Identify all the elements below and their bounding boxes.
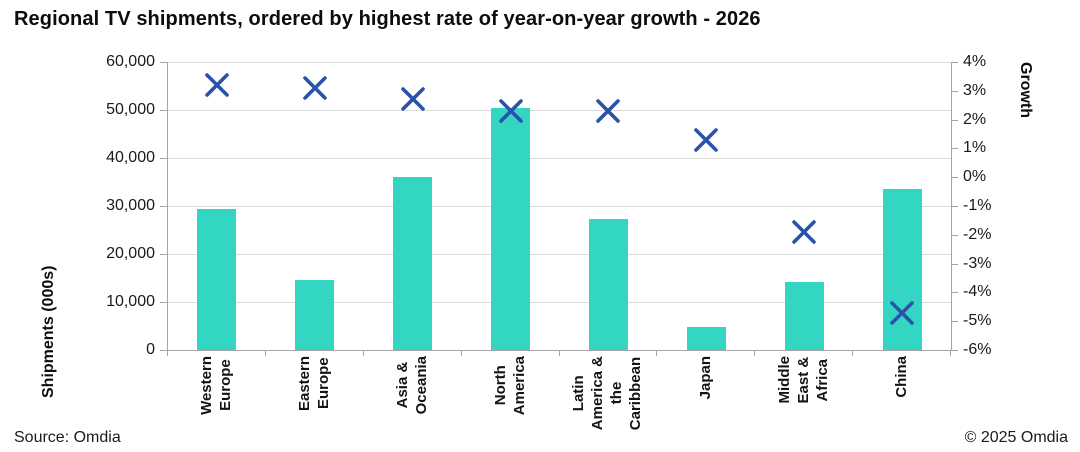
growth-marker-north-america [497,98,525,129]
plot-area [167,62,952,351]
right-axis-tick [951,321,958,323]
growth-marker-latin-america-the-caribbean [594,98,622,129]
category-boundary-tick [167,350,168,356]
gridline [168,254,951,255]
left-axis-tick [160,254,167,255]
left-axis-tick [160,62,167,63]
bar-japan [686,326,726,350]
copyright-note: © 2025 Omdia [964,429,1068,446]
bar-north-america [491,108,531,350]
category-boundary-tick [460,350,462,356]
growth-marker-japan [692,127,720,158]
category-boundary-tick [264,350,266,356]
right-axis-tick-label: -6% [963,341,992,358]
category-label: Japan [696,356,714,400]
right-axis-tick [951,292,958,294]
category-cell-latin-america-the-caribbean: Latin America & the Caribbean [559,356,657,448]
category-cell-eastern-europe: Eastern Europe [265,356,363,448]
right-axis-tick [951,177,958,179]
left-axis-tick-label: 50,000 [106,101,155,118]
category-axis: Western Europe Eastern Europe Asia & Ocean… [167,356,950,448]
gridline [168,110,951,111]
left-axis-tick-label: 60,000 [106,53,155,70]
category-cell-japan: Japan [656,356,754,448]
category-cell-north-america: North America [461,356,559,448]
right-axis-tick-label: -5% [963,312,992,330]
x-marker-icon [205,73,229,97]
category-cell-western-europe: Western Europe [167,356,265,448]
category-boundary-tick [656,350,658,356]
left-axis-tick [160,158,167,159]
category-boundary-tick [558,350,560,356]
gridline [168,302,951,303]
category-label: Latin America & the Caribbean [570,356,645,431]
left-axis-tick-label: 10,000 [106,293,155,310]
gridline [168,206,951,207]
category-label: Western Europe [197,356,234,415]
right-axis-tick [951,62,958,63]
bar-western-europe [197,209,237,350]
x-marker-icon [400,87,425,112]
category-boundary-tick [852,350,854,356]
right-axis-tick-label: 4% [963,53,987,70]
category-label: North America [491,356,528,416]
growth-marker-eastern-europe [301,75,329,106]
right-axis-tick [951,234,958,236]
right-axis-tick [951,206,958,207]
bar-middle-east-africa [784,282,824,350]
right-axis-tick-label: 0% [963,168,987,186]
left-axis-tick [160,206,167,207]
category-cell-asia-oceania: Asia & Oceania [363,356,461,448]
left-axis-tick-label: 20,000 [106,245,155,262]
right-axis-tick [951,263,958,265]
right-axis-tick-label: -4% [963,283,992,301]
source-note: Source: Omdia [14,429,121,446]
x-marker-icon [890,300,914,325]
right-axis-tick [951,90,958,92]
right-axis-tick [951,350,958,351]
growth-marker-middle-east-africa [790,219,818,250]
category-label: Eastern Europe [295,356,332,412]
left-axis-tick [160,110,167,111]
chart-title: Regional TV shipments, ordered by highes… [14,8,761,30]
x-marker-icon [498,99,523,123]
right-axis-tick-label: 3% [963,81,987,99]
left-axis-tick [160,302,167,303]
bar-china [882,189,922,350]
category-label: Middle East & Africa [775,356,831,404]
x-marker-icon [303,76,327,100]
bar-asia-oceania [393,176,433,350]
right-axis-tick-label: -2% [963,225,992,243]
x-marker-icon [792,220,816,244]
right-axis-tick-label: 2% [963,110,987,128]
left-axis-tick-label: 30,000 [106,197,155,214]
gridline [168,62,951,63]
category-cell-china: China [852,356,950,448]
category-boundary-tick [754,350,756,356]
category-cell-middle-east-africa: Middle East & Africa [754,356,852,448]
bar-eastern-europe [295,279,335,350]
right-axis-tick-label: 1% [963,139,987,157]
right-axis-tick-label: -3% [963,254,992,272]
growth-marker-asia-oceania [399,86,427,117]
category-label: Asia & Oceania [393,356,430,415]
left-axis-tick-label: 40,000 [106,149,155,166]
x-marker-icon [596,99,621,123]
right-axis-tick-label: -1% [963,197,992,214]
growth-marker-western-europe [203,72,231,103]
growth-marker-china [888,300,916,331]
left-axis-tick-label: 0 [146,341,155,358]
right-axis-tick [951,119,958,121]
x-marker-icon [694,127,719,152]
right-axis-tick [951,148,958,150]
category-label: China [892,356,910,398]
right-axis-title: Growth [1017,62,1034,118]
category-boundary-tick [950,350,951,356]
gridline [168,158,951,159]
bar-latin-america-the-caribbean [588,219,628,350]
left-axis-tick [160,350,167,351]
category-boundary-tick [362,350,364,356]
